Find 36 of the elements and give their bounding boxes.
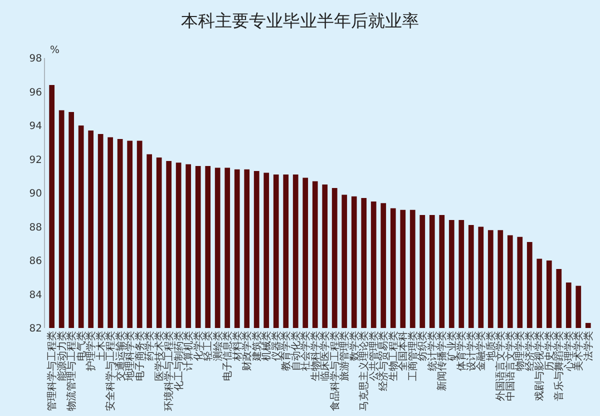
x-tick-label: 公共管理类 [368,331,380,381]
x-tick-label: 仪器类 [270,331,282,361]
x-tick-label: 测绘类 [212,331,224,361]
x-tick-label: 设计学类 [465,331,478,371]
x-tick-label: 自动化类 [290,331,302,371]
y-tick-label: 94 [29,121,42,132]
y-tick-label: 92 [29,154,42,166]
y-axis-title: % [50,45,60,56]
x-tick-label: 化学类 [192,331,204,361]
x-tick-label: 工商管理类 [406,331,419,381]
x-tick-label: 化工与制药类 [172,331,185,391]
x-tick-label: 交通运输类 [114,331,126,381]
x-tick-label: 统计学类 [426,331,438,371]
x-tick-label: 电子商务类 [134,331,146,381]
x-tick-label: 中国语言文学类 [504,331,516,401]
x-tick-label: 生物科学类 [309,331,322,381]
y-tick-label: 90 [29,188,42,200]
y-tick-label: 84 [29,290,42,301]
x-tick-label: 历史学类 [543,331,556,371]
x-tick-label: 生物工程类 [387,331,400,381]
x-tick-label: 数学类 [348,331,360,361]
y-tick-label: 88 [29,222,42,234]
y-tick-label: 82 [29,324,42,334]
y-tick-label: 86 [29,256,42,267]
x-tick-label: 经济学类 [524,331,536,371]
x-tick-label: 能源动力类 [56,331,68,381]
x-tick-label: 地质类 [484,331,497,362]
x-tick-label: 法学类 [582,331,594,361]
x-tick-label: 土木类 [94,331,107,361]
y-tick-label: 96 [29,87,42,98]
x-tick-label: 医学技术类 [153,331,166,381]
y-tick-label: 98 [29,54,42,64]
x-tick-label: 电气类 [75,331,88,361]
x-tick-label: 材料类 [231,331,244,362]
chart-title: 本科主要专业毕业半年后就业率 [181,11,419,32]
x-tick-label: 食品科学与工程类 [328,331,341,411]
